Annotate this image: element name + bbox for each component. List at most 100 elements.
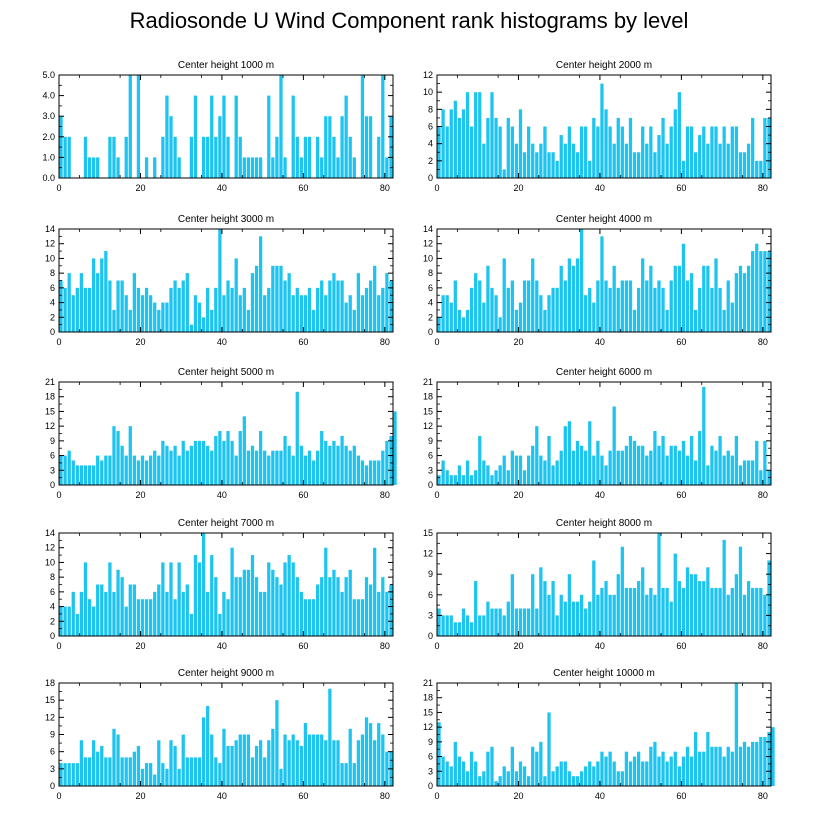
bar [645,143,649,178]
bar [157,309,161,332]
bar [482,771,486,786]
bar [453,622,457,636]
bar [571,450,576,485]
bar [722,455,726,485]
bar [677,92,681,178]
bar [584,126,588,178]
bar [624,445,629,485]
bar [185,273,189,332]
bar [588,160,592,178]
bar [222,295,226,332]
bar [535,751,539,786]
bar [608,126,612,178]
bar [311,309,316,332]
bar [751,251,755,332]
panel-7: Center height 7000 m 0 20 40 60 80 0 2 4 6 8 10 12 14 [45,518,394,651]
bar [311,734,316,786]
bar [299,445,303,485]
bar [214,435,218,485]
bar [600,236,604,332]
bar [665,143,669,178]
bar [96,751,100,786]
bar [449,109,453,178]
bar [636,287,641,332]
bar [267,740,271,786]
bar [108,280,112,332]
bar [759,160,763,178]
bar [522,152,527,178]
bar [104,757,108,786]
y-tick-label: 3.0 [42,111,55,121]
bar [547,712,551,786]
bar [559,594,563,636]
y-tick-label: 18 [45,678,55,688]
bar [681,160,686,178]
bar [539,455,543,485]
bar [295,577,299,636]
bar [238,136,242,178]
bar [153,450,157,485]
bar [584,450,588,485]
bar [734,574,739,636]
bar [596,594,600,636]
bar [112,309,116,332]
bar [177,455,181,485]
bar [596,280,600,332]
bar [389,584,393,636]
bar [389,280,393,332]
bar [238,577,242,636]
y-tick-label: 0 [50,327,55,337]
bar [498,317,502,332]
bar [234,455,238,485]
bar [246,157,251,178]
y-tick-label: 6 [50,747,55,757]
bar [657,135,661,178]
bar [124,606,128,636]
bar [612,761,616,786]
bar [767,251,771,332]
bar [291,295,295,332]
y-tick-label: 0 [428,327,433,337]
bar [144,599,149,636]
panel-title: Center height 2000 m [556,60,652,71]
bar [722,756,726,786]
bar [706,732,710,786]
y-tick-label: 6 [428,451,433,461]
x-tick-label: 40 [217,183,227,193]
y-tick-label: 12 [423,421,433,431]
bar [673,751,677,786]
bar [189,324,194,332]
bar [120,757,124,786]
x-tick-label: 0 [434,183,439,193]
bar [258,740,263,786]
bar [193,555,198,636]
x-tick-label: 20 [513,641,523,651]
bar [641,126,645,178]
bar [616,287,620,332]
bar [600,83,604,178]
bar [181,440,185,485]
bar [144,287,149,332]
bar [206,705,210,786]
panel-6: Center height 6000 m 0 20 40 60 80 0 3 6 9 12 15 18 2… [423,367,772,500]
y-tick-label: 0 [50,781,55,791]
bar [751,587,755,636]
bar [763,251,767,332]
bar [291,562,295,636]
bar [177,287,181,332]
bar [91,157,96,178]
bar [206,445,210,485]
bar [702,581,706,636]
bar [132,584,136,636]
bar [563,426,567,485]
bar [218,431,222,485]
bar [738,465,743,485]
bar [746,143,751,178]
bar [275,265,279,332]
bar [624,280,629,332]
bar [494,608,498,636]
bar [738,152,743,178]
y-tick-label: 3 [50,465,55,475]
bar [502,169,506,178]
bar [271,157,275,178]
